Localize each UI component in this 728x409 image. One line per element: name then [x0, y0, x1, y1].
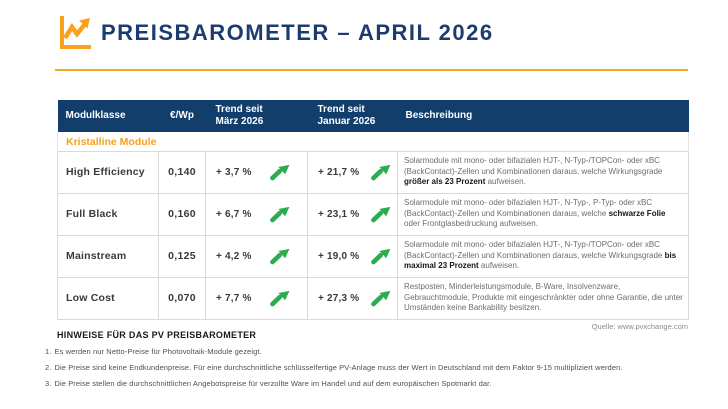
footnote: 2. Die Preise sind keine Endkundenpreise.… — [45, 363, 623, 372]
trend-maerz-cell: + 3,7 % — [205, 150, 308, 194]
trend-januar-cell: + 19,0 % — [307, 234, 398, 278]
trend-maerz-value: + 6,7 % — [216, 208, 252, 220]
footnote-text: Es werden nur Netto-Preise für Photovolt… — [54, 347, 262, 356]
column-header-beschreibung: Beschreibung — [397, 100, 689, 132]
trend-maerz-value: + 4,2 % — [216, 250, 252, 262]
trend-up-arrow-icon — [371, 206, 391, 222]
page-title: PREISBAROMETER – APRIL 2026 — [101, 20, 494, 45]
trend-januar-value: + 23,1 % — [318, 208, 360, 220]
trend-januar-value: + 19,0 % — [318, 250, 360, 262]
header-divider — [55, 69, 688, 71]
trend-maerz-cell: + 6,7 % — [205, 192, 308, 236]
trend-up-arrow-icon — [371, 164, 391, 180]
trend-maerz-cell: + 4,2 % — [205, 234, 308, 278]
table-header-row: Modulklasse €/Wp Trend seit März 2026 Tr… — [57, 100, 689, 132]
price-table: Modulklasse €/Wp Trend seit März 2026 Tr… — [57, 100, 689, 320]
column-header-modulklasse: Modulklasse — [57, 100, 159, 132]
column-header-price: €/Wp — [158, 100, 206, 132]
module-class-name: Mainstream — [57, 234, 159, 278]
footnote-number: 3. — [45, 379, 52, 388]
trend-januar-value: + 27,3 % — [318, 292, 360, 304]
footnote: 1. Es werden nur Netto-Preise für Photovo… — [45, 347, 262, 356]
table-row: Full Black 0,160 + 6,7 % + 23,1 % Solarm… — [57, 192, 689, 236]
footnote-text: Die Preise stellen die durchschnittliche… — [54, 379, 492, 388]
footnote-number: 2. — [45, 363, 52, 372]
price-value: 0,070 — [158, 276, 206, 320]
table-row: Low Cost 0,070 + 7,7 % + 27,3 % Restpost… — [57, 276, 689, 320]
trend-up-arrow-icon — [371, 248, 391, 264]
source-attribution: Quelle: www.pvxchange.com — [591, 322, 688, 331]
trend-januar-cell: + 23,1 % — [307, 192, 398, 236]
trend-up-arrow-icon — [270, 206, 290, 222]
trend-up-arrow-icon — [270, 290, 290, 306]
footnote: 3. Die Preise stellen die durchschnittlic… — [45, 379, 492, 388]
trend-up-arrow-icon — [371, 290, 391, 306]
module-description: Solarmodule mit mono- oder bifazialen HJ… — [397, 192, 689, 236]
column-header-trend-januar: Trend seit Januar 2026 — [307, 100, 398, 132]
trend-maerz-value: + 3,7 % — [216, 166, 252, 178]
module-description: Restposten, Minderleistungsmodule, B-War… — [397, 276, 689, 320]
module-class-name: Low Cost — [57, 276, 159, 320]
price-value: 0,125 — [158, 234, 206, 278]
section-row: Kristalline Module — [57, 132, 689, 151]
trend-maerz-cell: + 7,7 % — [205, 276, 308, 320]
module-description: Solarmodule mit mono- oder bifazialen HJ… — [397, 234, 689, 278]
column-header-trend-maerz: Trend seit März 2026 — [205, 100, 308, 132]
trend-januar-cell: + 27,3 % — [307, 276, 398, 320]
price-value: 0,140 — [158, 150, 206, 194]
trend-up-arrow-icon — [270, 164, 290, 180]
trend-januar-value: + 21,7 % — [318, 166, 360, 178]
table-row: Mainstream 0,125 + 4,2 % + 19,0 % Solarm… — [57, 234, 689, 278]
footnote-text: Die Preise sind keine Endkundenpreise. F… — [54, 363, 623, 372]
price-value: 0,160 — [158, 192, 206, 236]
module-description: Solarmodule mit mono- oder bifazialen HJ… — [397, 150, 689, 194]
trend-up-arrow-icon — [270, 248, 290, 264]
trend-januar-cell: + 21,7 % — [307, 150, 398, 194]
price-chart-logo-icon — [57, 14, 95, 52]
section-label: Kristalline Module — [57, 132, 689, 151]
table-row: High Efficiency 0,140 + 3,7 % + 21,7 % S… — [57, 150, 689, 194]
module-class-name: High Efficiency — [57, 150, 159, 194]
notes-heading: HINWEISE FÜR DAS PV PREISBAROMETER — [57, 330, 257, 340]
trend-maerz-value: + 7,7 % — [216, 292, 252, 304]
footnote-number: 1. — [45, 347, 52, 356]
module-class-name: Full Black — [57, 192, 159, 236]
